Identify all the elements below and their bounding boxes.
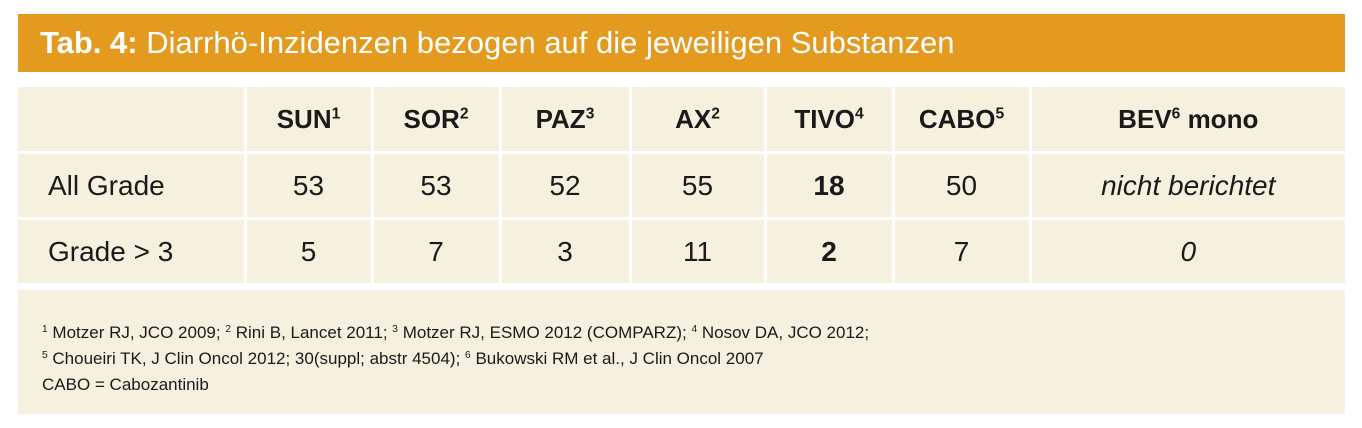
footnote-line: 5 Choueiri TK, J Clin Oncol 2012; 30(sup… — [42, 346, 1345, 372]
footnote-text: Motzer RJ, JCO 2009; — [52, 323, 221, 342]
footnote-text: Choueiri TK, J Clin Oncol 2012; 30(suppl… — [52, 349, 461, 368]
cell: 7 — [891, 217, 1032, 286]
cell: 2 — [763, 217, 895, 286]
column-name: TIVO — [794, 103, 855, 134]
header-row: SUN1 SOR2 PAZ3 AX2 TIVO4 CABO5 BEV6 mono — [18, 84, 1345, 154]
row-label: All Grade — [18, 151, 247, 220]
cell: 53 — [370, 151, 502, 220]
column-name: BEV — [1118, 103, 1172, 134]
column-sup: 1 — [331, 105, 341, 123]
column-sup: 2 — [459, 105, 469, 123]
footnote-line: 1 Motzer RJ, JCO 2009; 2 Rini B, Lancet … — [42, 320, 1345, 346]
column-header: AX2 — [628, 84, 767, 154]
cell: 7 — [370, 217, 502, 286]
footnote-sup: 2 — [225, 323, 231, 335]
column-name: PAZ — [535, 103, 586, 134]
title-bar: Tab. 4: Diarrhö-Inzidenzen bezogen auf d… — [18, 14, 1345, 72]
title-text: Diarrhö-Inzidenzen bezogen auf die jewei… — [146, 25, 955, 60]
data-row: All Grade 53 53 52 55 18 50 nicht berichtet — [18, 151, 1345, 220]
cell: 5 — [243, 217, 374, 286]
footnotes: 1 Motzer RJ, JCO 2009; 2 Rini B, Lancet … — [18, 290, 1345, 414]
cell: 18 — [763, 151, 895, 220]
cell: 0 — [1028, 217, 1345, 286]
column-name: SOR — [403, 103, 460, 134]
column-name: AX — [675, 103, 712, 134]
column-header: PAZ3 — [498, 84, 632, 154]
row-label: Grade > 3 — [18, 217, 247, 286]
footnote-sup: 1 — [42, 323, 48, 335]
column-header: SOR2 — [370, 84, 502, 154]
cell: 11 — [628, 217, 767, 286]
column-header: SUN1 — [243, 84, 374, 154]
footnote-text: Nosov DA, JCO 2012; — [701, 323, 870, 342]
column-header: BEV6 mono — [1028, 84, 1345, 154]
column-sup: 5 — [995, 105, 1005, 123]
footnote-text: Rini B, Lancet 2011; — [235, 323, 388, 342]
data-row: Grade > 3 5 7 3 11 2 7 0 — [18, 217, 1345, 286]
title-label: Tab. 4: — [40, 25, 138, 60]
footnote-line: CABO = Cabozantinib — [42, 372, 1345, 398]
column-suffix: mono — [1187, 103, 1259, 134]
column-sup: 3 — [585, 105, 595, 123]
table: SUN1 SOR2 PAZ3 AX2 TIVO4 CABO5 BEV6 mono All Gr… — [18, 84, 1345, 286]
column-header: TIVO4 — [763, 84, 895, 154]
column-sup: 4 — [854, 105, 864, 123]
footnote-sup: 6 — [465, 349, 471, 361]
cell: 52 — [498, 151, 632, 220]
table-box: Tab. 4: Diarrhö-Inzidenzen bezogen auf d… — [18, 14, 1345, 414]
footnote-sup: 3 — [392, 323, 398, 335]
cell: 50 — [891, 151, 1032, 220]
cell: 55 — [628, 151, 767, 220]
column-header: CABO5 — [891, 84, 1032, 154]
footnote-text: Bukowski RM et al., J Clin Oncol 2007 — [475, 349, 764, 368]
column-sup: 2 — [711, 105, 720, 123]
cell: 3 — [498, 217, 632, 286]
column-sup: 6 — [1171, 105, 1181, 123]
cell: 53 — [243, 151, 374, 220]
footnote-text: Motzer RJ, ESMO 2012 (COMPARZ); — [402, 323, 687, 342]
footnote-text: CABO = Cabozantinib — [42, 375, 209, 394]
corner-cell — [18, 84, 247, 154]
column-name: CABO — [918, 103, 996, 134]
footnote-sup: 4 — [691, 323, 698, 335]
column-name: SUN — [276, 103, 332, 134]
cell: nicht berichtet — [1028, 151, 1345, 220]
footnote-sup: 5 — [42, 349, 48, 361]
